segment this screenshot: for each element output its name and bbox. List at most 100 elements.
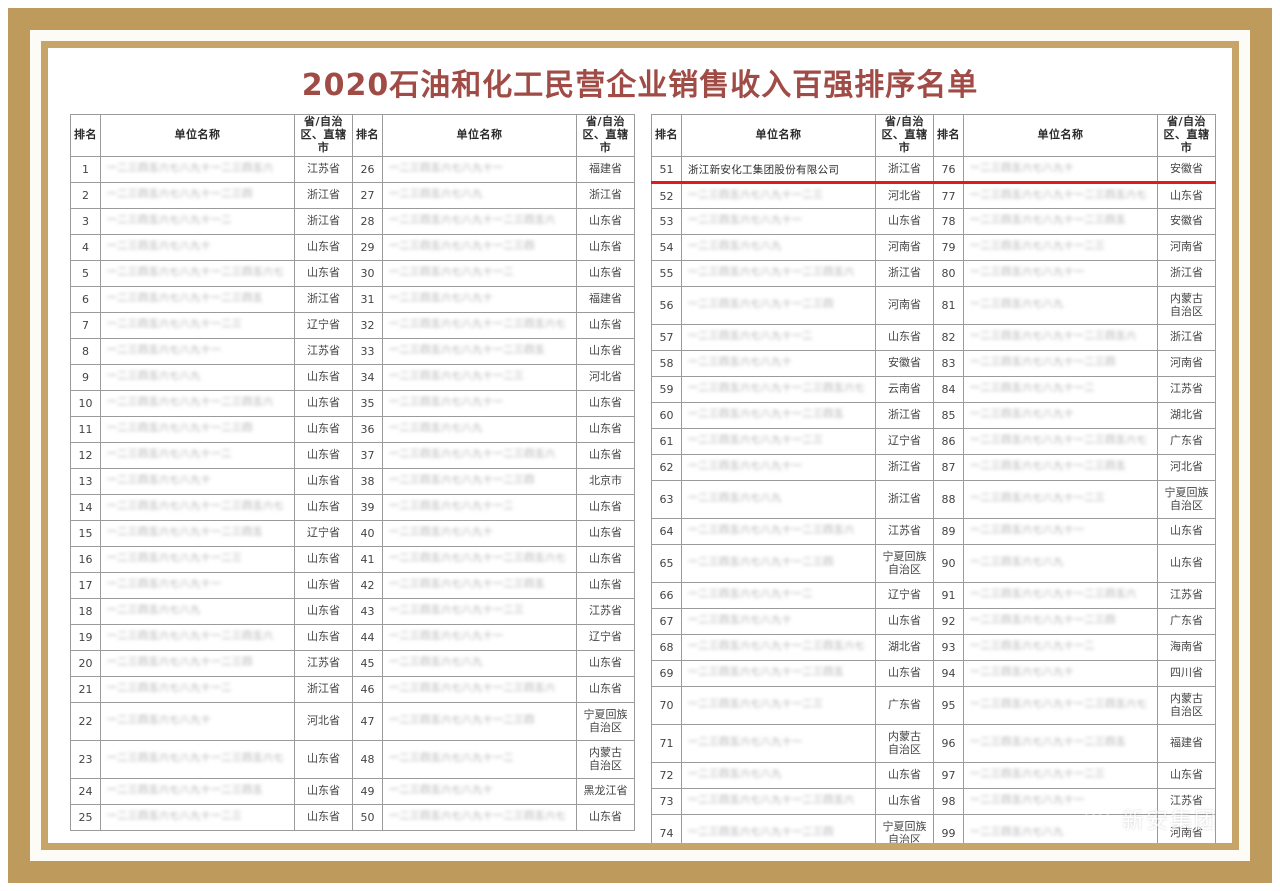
province-cell: 山东省	[294, 624, 353, 651]
company-name-redacted: 一二三四五六七八九十一二三四	[970, 615, 1116, 627]
table-row: 55 一二三四五六七八九十一二三四五六 浙江省 80 一二三四五六七八九十一 浙江省	[651, 260, 1216, 287]
company-name-redacted: 一二三四五六七八九十一二三四五六	[389, 449, 556, 461]
company-cell: 一二三四五六七八九十一二三四	[100, 650, 295, 677]
table-row: 51 浙江新安化工集团股份有限公司 浙江省 76 一二三四五六七八九十 安徽省	[651, 156, 1216, 184]
company-name-redacted: 一二三四五六七八九十一二三四	[107, 657, 253, 669]
table-row: 66 一二三四五六七八九十一二 辽宁省 91 一二三四五六七八九十一二三四五六 江苏省	[651, 582, 1216, 609]
company-cell: 一二三四五六七八九十一	[681, 208, 876, 235]
company-name-redacted: 一二三四五六七八九十一	[970, 795, 1085, 807]
province-cell: 浙江省	[875, 454, 934, 481]
company-cell: 一二三四五六七八九十一二三	[963, 480, 1158, 519]
rank-cell: 94	[933, 660, 964, 687]
company-cell: 一二三四五六七八九十一二	[382, 260, 577, 287]
rank-cell: 45	[352, 650, 383, 677]
rank-cell: 36	[352, 416, 383, 443]
province-cell: 山东省	[875, 762, 934, 789]
table-header-left: 排名 单位名称 省/自治区、直辖市 排名 单位名称 省/自治区、直辖市	[70, 114, 635, 157]
rank-cell: 42	[352, 572, 383, 599]
company-cell: 一二三四五六七八九十一	[382, 390, 577, 417]
rank-cell: 11	[70, 416, 101, 443]
company-name-redacted: 一二三四五六七八九十一二三四五六	[107, 163, 274, 175]
rank-cell: 52	[651, 182, 682, 209]
company-name-redacted: 一二三四五六七八九十一二三四五六七	[389, 811, 566, 823]
province-cell: 宁夏回族 自治区	[576, 702, 635, 741]
header-row: 排名 单位名称 省/自治区、直辖市 排名 单位名称 省/自治区、直辖市	[651, 114, 1216, 157]
rank-cell: 76	[933, 156, 964, 184]
province-cell: 山东省	[576, 546, 635, 573]
company-cell: 一二三四五六七八九十一二三四五	[100, 286, 295, 313]
company-cell: 一二三四五六七八九十一二三四	[681, 814, 876, 843]
province-cell: 山东省	[294, 260, 353, 287]
company-name-redacted: 一二三四五六七八九十	[107, 241, 211, 253]
rank-cell: 40	[352, 520, 383, 547]
rank-cell: 30	[352, 260, 383, 287]
table-row: 20 一二三四五六七八九十一二三四 江苏省 45 一二三四五六七八九 山东省	[70, 650, 635, 677]
rank-cell: 9	[70, 364, 101, 391]
company-cell: 一二三四五六七八九十一二三四五六七	[963, 686, 1158, 725]
rank-cell: 71	[651, 724, 682, 763]
company-cell: 一二三四五六七八九十一二	[100, 442, 295, 469]
company-name-redacted: 一二三四五六七八九	[970, 557, 1064, 569]
company-name-redacted: 一二三四五六七八九	[970, 827, 1064, 839]
company-name-redacted: 一二三四五六七八九十一二三四五六	[688, 525, 855, 537]
province-cell: 河南省	[875, 286, 934, 325]
company-cell: 浙江新安化工集团股份有限公司	[681, 156, 876, 184]
company-cell: 一二三四五六七八九十	[100, 468, 295, 495]
company-name-redacted: 一二三四五六七八九十	[970, 162, 1074, 174]
rank-cell: 32	[352, 312, 383, 339]
table-row: 65 一二三四五六七八九十一二三四 宁夏回族 自治区 90 一二三四五六七八九 山东省	[651, 544, 1216, 583]
province-cell: 四川省	[1157, 660, 1216, 687]
company-name-redacted: 一二三四五六七八九十一	[389, 163, 504, 175]
company-name-redacted: 一二三四五六七八九	[389, 189, 483, 201]
company-name-redacted: 一二三四五六七八九	[688, 241, 782, 253]
province-cell: 宁夏回族 自治区	[875, 544, 934, 583]
province-cell: 云南省	[875, 376, 934, 403]
company-name-redacted: 一二三四五六七八九十一	[107, 579, 222, 591]
company-name-redacted: 一二三四五六七八九十一	[970, 267, 1085, 279]
province-cell: 山东省	[1157, 544, 1216, 583]
company-name-redacted: 一二三四五六七八九十一二三四五六七	[688, 383, 865, 395]
company-cell: 一二三四五六七八九十一二三四五六	[100, 156, 295, 183]
company-name-redacted: 一二三四五六七八九十一二三	[107, 553, 243, 565]
company-name-redacted: 一二三四五六七八九十	[107, 475, 211, 487]
company-cell: 一二三四五六七八九十一二三四五	[100, 520, 295, 547]
rank-cell: 67	[651, 608, 682, 635]
rank-cell: 91	[933, 582, 964, 609]
rank-cell: 66	[651, 582, 682, 609]
company-name-redacted: 一二三四五六七八九十一二三四五	[970, 461, 1126, 473]
rank-cell: 80	[933, 260, 964, 287]
company-name-redacted: 一二三四五六七八九十一二三四五	[389, 345, 545, 357]
province-cell: 浙江省	[294, 286, 353, 313]
province-cell: 山东省	[576, 650, 635, 677]
company-name-redacted: 一二三四五六七八九十一二	[107, 449, 232, 461]
province-cell: 黑龙江省	[576, 778, 635, 805]
col-header-rank-c: 排名	[651, 114, 682, 157]
company-cell: 一二三四五六七八九十一二三四五	[382, 572, 577, 599]
rank-cell: 96	[933, 724, 964, 763]
company-name-redacted: 一二三四五六七八九十一二	[970, 383, 1095, 395]
company-name-redacted: 一二三四五六七八九	[107, 371, 201, 383]
rank-cell: 48	[352, 740, 383, 779]
rank-cell: 82	[933, 324, 964, 351]
table-row: 74 一二三四五六七八九十一二三四 宁夏回族 自治区 99 一二三四五六七八九 河南省	[651, 814, 1216, 843]
company-name-redacted: 一二三四五六七八九十一二	[389, 753, 514, 765]
rank-cell: 35	[352, 390, 383, 417]
table-row: 64 一二三四五六七八九十一二三四五六 江苏省 89 一二三四五六七八九十一 山东省	[651, 518, 1216, 545]
province-cell: 辽宁省	[875, 428, 934, 455]
company-cell: 一二三四五六七八九十一二三四	[681, 286, 876, 325]
province-cell: 北京市	[576, 468, 635, 495]
rank-cell: 43	[352, 598, 383, 625]
table-row: 17 一二三四五六七八九十一 山东省 42 一二三四五六七八九十一二三四五 山东省	[70, 572, 635, 599]
table-row: 22 一二三四五六七八九十 河北省 47 一二三四五六七八九十一二三四 宁夏回族 自治区	[70, 702, 635, 741]
rank-cell: 39	[352, 494, 383, 521]
table-row: 59 一二三四五六七八九十一二三四五六七 云南省 84 一二三四五六七八九十一二 江苏省	[651, 376, 1216, 403]
table-row: 54 一二三四五六七八九 河南省 79 一二三四五六七八九十一二三 河南省	[651, 234, 1216, 261]
company-cell: 一二三四五六七八九十一二三四五六七	[382, 312, 577, 339]
col-header-province-b: 省/自治区、直辖市	[576, 114, 635, 157]
rank-cell: 86	[933, 428, 964, 455]
table-row: 9 一二三四五六七八九 山东省 34 一二三四五六七八九十一二三 河北省	[70, 364, 635, 391]
rank-cell: 4	[70, 234, 101, 261]
province-cell: 辽宁省	[294, 520, 353, 547]
company-cell: 一二三四五六七八九十一二三四	[681, 544, 876, 583]
province-cell: 山东省	[576, 572, 635, 599]
